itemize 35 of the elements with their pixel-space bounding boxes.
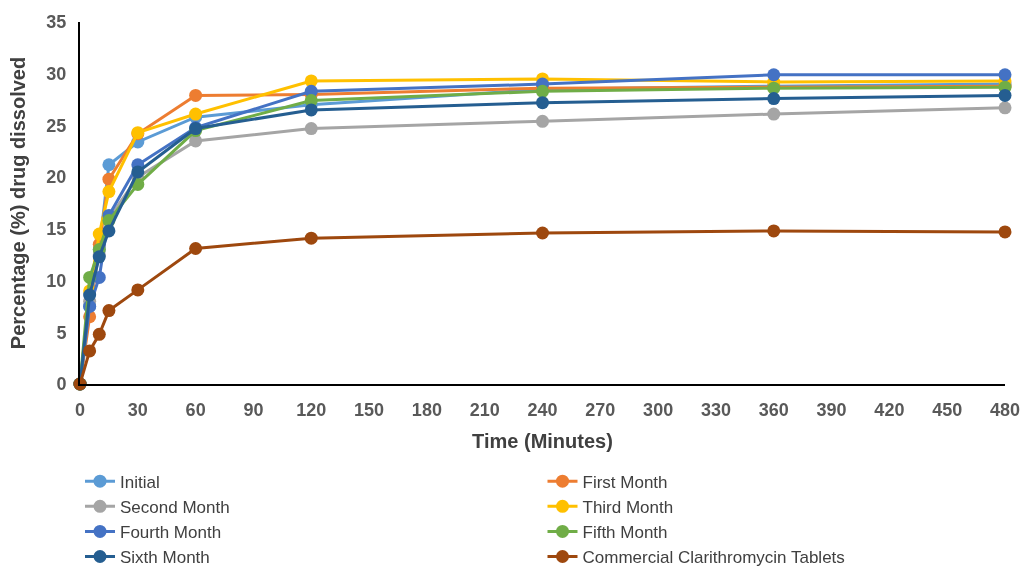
legend-label: Sixth Month bbox=[120, 548, 210, 568]
x-tick-label: 300 bbox=[643, 399, 674, 420]
x-tick-label: 270 bbox=[585, 399, 616, 420]
x-tick-label: 60 bbox=[185, 399, 206, 420]
y-tick-label: 20 bbox=[46, 167, 67, 188]
x-tick-label: 240 bbox=[527, 399, 558, 420]
legend-label: Fifth Month bbox=[582, 523, 668, 543]
x-tick-label: 420 bbox=[874, 399, 905, 420]
y-tick-label: 0 bbox=[56, 374, 67, 395]
legend-label: Third Month bbox=[582, 497, 674, 517]
legend-label: First Month bbox=[582, 472, 668, 492]
x-tick-label: 150 bbox=[354, 399, 385, 420]
x-tick-label: 0 bbox=[74, 399, 86, 420]
x-tick-label: 360 bbox=[758, 399, 789, 420]
legend-label: Commercial Clarithromycin Tablets bbox=[582, 548, 845, 568]
y-tick-label: 30 bbox=[46, 64, 67, 85]
x-tick-label: 90 bbox=[243, 399, 264, 420]
y-tick-label: 10 bbox=[46, 270, 67, 291]
x-tick-label: 480 bbox=[989, 399, 1021, 420]
y-axis-title: Percentage (%) drug dissolved bbox=[7, 56, 30, 350]
y-tick-label: 15 bbox=[46, 219, 67, 240]
x-tick-label: 210 bbox=[469, 399, 500, 420]
y-tick-label: 5 bbox=[56, 322, 67, 343]
legend-label: Initial bbox=[120, 472, 160, 492]
x-axis-title: Time (Minutes) bbox=[472, 429, 613, 452]
y-tick-label: 25 bbox=[46, 115, 67, 136]
y-tick-label: 35 bbox=[46, 12, 67, 33]
x-tick-label: 30 bbox=[127, 399, 148, 420]
x-tick-label: 330 bbox=[700, 399, 731, 420]
x-tick-label: 180 bbox=[411, 399, 442, 420]
x-tick-label: 120 bbox=[296, 399, 327, 420]
legend-label: Second Month bbox=[120, 497, 230, 517]
x-tick-label: 450 bbox=[932, 399, 963, 420]
x-tick-label: 390 bbox=[816, 399, 847, 420]
legend-label: Fourth Month bbox=[120, 523, 222, 543]
